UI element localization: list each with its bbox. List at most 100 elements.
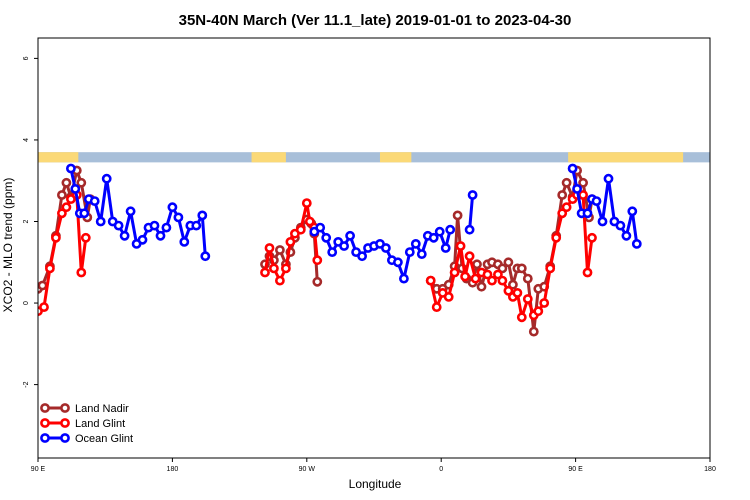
data-point-ocean-glint: [321, 232, 332, 243]
data-point-ocean-glint: [161, 222, 172, 233]
data-point-land-nadir: [561, 177, 572, 188]
x-tick-label: 90 E: [31, 466, 46, 473]
data-point-land-nadir: [578, 177, 588, 188]
data-point-ocean-glint: [467, 190, 478, 200]
data-point-ocean-glint: [315, 222, 326, 233]
data-point-ocean-glint: [631, 238, 642, 249]
series-line-land-nadir: [429, 169, 594, 334]
data-point-land-glint: [512, 287, 523, 298]
legend-marker: [40, 403, 50, 413]
data-point-ocean-glint: [404, 247, 415, 257]
data-point-ocean-glint: [582, 208, 593, 219]
data-point-ocean-glint: [113, 220, 124, 231]
legend-item-land-glint: Land Glint: [40, 418, 125, 430]
data-point-ocean-glint: [428, 232, 439, 243]
data-point-ocean-glint: [392, 257, 403, 268]
ocean-band: [38, 152, 710, 163]
data-point-land-glint: [545, 263, 556, 274]
data-point-land-nadir: [38, 280, 48, 291]
y-tick-label: 4: [23, 138, 30, 142]
data-point-land-glint: [449, 267, 460, 278]
data-point-ocean-glint: [155, 230, 166, 241]
data-point-ocean-glint: [464, 224, 475, 235]
data-point-ocean-glint: [410, 238, 421, 249]
series-line-ocean-glint: [468, 194, 475, 230]
data-point-land-nadir: [522, 273, 533, 284]
data-point-land-nadir: [76, 177, 87, 188]
data-point-land-glint: [274, 275, 285, 286]
data-point-land-glint: [61, 202, 72, 213]
data-point-ocean-glint: [416, 249, 427, 259]
data-point-ocean-glint: [567, 163, 578, 174]
data-point-land-glint: [557, 208, 568, 219]
legend-marker: [40, 433, 50, 443]
data-point-ocean-glint: [327, 247, 338, 257]
y-axis-label: XCO2 - MLO trend (ppm): [1, 178, 15, 313]
legend-item-ocean-glint: Ocean Glint: [40, 433, 133, 445]
data-point-land-glint: [301, 198, 312, 208]
data-point-land-nadir: [497, 263, 508, 274]
data-point-land-nadir: [516, 263, 527, 274]
data-point-ocean-glint: [119, 230, 130, 241]
data-point-ocean-glint: [191, 220, 202, 231]
data-point-land-nadir: [476, 281, 487, 292]
data-point-land-glint: [312, 255, 323, 266]
legend-label: Land Nadir: [75, 403, 129, 415]
data-point-land-nadir: [503, 257, 514, 268]
data-point-land-glint: [487, 275, 497, 286]
series-land-glint: [38, 190, 597, 323]
data-point-ocean-glint: [591, 196, 602, 206]
data-point-ocean-glint: [89, 196, 100, 206]
data-point-land-glint: [443, 291, 454, 302]
data-point-ocean-glint: [79, 208, 90, 219]
data-point-land-glint: [39, 302, 49, 312]
data-point-land-glint: [280, 263, 291, 274]
land-ocean-band: [38, 152, 710, 163]
legend-marker: [40, 418, 50, 428]
plot-frame: [37, 37, 711, 459]
land-band-segment: [379, 152, 412, 163]
data-point-land-glint: [522, 294, 533, 304]
data-point-land-nadir: [508, 279, 518, 290]
data-point-ocean-glint: [173, 212, 184, 223]
data-point-land-glint: [482, 269, 493, 280]
data-point-land-glint: [51, 232, 61, 243]
series-ocean-glint: [66, 163, 642, 284]
legend-marker: [60, 433, 70, 443]
data-point-land-nadir: [528, 326, 539, 337]
land-band-segment: [38, 152, 79, 163]
data-point-land-glint: [80, 232, 91, 243]
data-point-land-glint: [431, 302, 442, 312]
data-point-ocean-glint: [621, 230, 632, 241]
data-point-land-glint: [455, 241, 466, 251]
data-point-land-glint: [260, 267, 270, 278]
legend: Land Nadir Land Glint Ocean Glint: [40, 403, 133, 445]
data-point-land-glint: [503, 285, 514, 296]
data-point-land-glint: [582, 267, 593, 278]
data-point-land-glint: [285, 236, 296, 247]
legend-marker: [60, 418, 70, 428]
data-point-ocean-glint: [167, 202, 178, 213]
data-point-ocean-glint: [627, 206, 638, 217]
x-tick-label: 90 W: [299, 466, 316, 473]
data-point-ocean-glint: [615, 220, 626, 231]
data-point-ocean-glint: [380, 243, 391, 253]
data-point-ocean-glint: [357, 251, 367, 262]
y-tick-label: -2: [23, 381, 30, 387]
data-point-land-glint: [516, 312, 527, 323]
land-band-segment: [568, 152, 684, 163]
data-point-ocean-glint: [179, 236, 190, 247]
data-point-ocean-glint: [345, 230, 355, 241]
legend-marker: [60, 403, 70, 413]
chart-title: 35N-40N March (Ver 11.1_late) 2019-01-01…: [179, 12, 572, 29]
data-point-land-glint: [492, 269, 503, 280]
data-point-land-glint: [57, 208, 67, 219]
data-point-ocean-glint: [597, 216, 608, 227]
data-point-ocean-glint: [339, 241, 349, 251]
legend-label: Ocean Glint: [75, 433, 133, 445]
data-point-ocean-glint: [137, 234, 148, 245]
y-tick-label: 0: [23, 301, 30, 305]
legend-item-land-nadir: Land Nadir: [40, 403, 129, 415]
land-band-segment: [251, 152, 286, 163]
